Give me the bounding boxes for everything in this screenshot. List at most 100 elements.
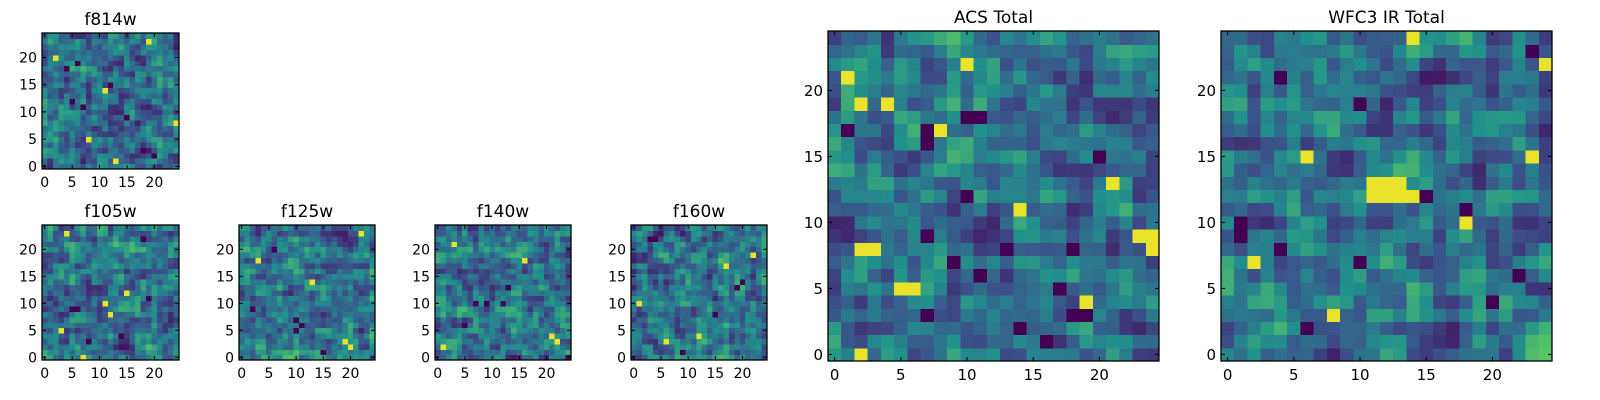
heatmap-cell [47, 316, 54, 323]
heatmap-cell [669, 295, 676, 302]
heatmap-cell [107, 262, 114, 269]
heatmap-cell [489, 306, 496, 312]
heatmap-cell [728, 246, 735, 253]
heatmap-cell [63, 246, 70, 253]
heatmap-cell [696, 300, 703, 307]
heatmap-cell [80, 114, 87, 121]
heatmap-cell [647, 354, 654, 361]
heatmap-cell [1132, 189, 1147, 204]
heatmap-cell [549, 354, 556, 361]
heatmap-cell [255, 338, 262, 345]
x-tick-label: 20 [145, 175, 163, 191]
heatmap-cell [42, 230, 49, 237]
heatmap-cell [500, 322, 507, 329]
heatmap-cell [69, 152, 76, 159]
heatmap-cell [244, 268, 251, 275]
heatmap-cell [920, 255, 935, 270]
heatmap-cell [728, 316, 735, 323]
heatmap-cell [641, 230, 648, 237]
heatmap-cell [91, 163, 98, 170]
heatmap-cell [828, 215, 842, 230]
heatmap-cell [239, 322, 246, 329]
heatmap-cell [696, 262, 703, 269]
heatmap-cell [669, 300, 676, 307]
heatmap-cell [315, 252, 322, 258]
heatmap-cell [1300, 149, 1315, 164]
heatmap-cell [124, 268, 131, 275]
heatmap-cell [91, 343, 98, 350]
heatmap-cell [162, 268, 169, 275]
heatmap-cell [358, 235, 365, 242]
heatmap-cell [641, 311, 648, 318]
heatmap-cell [641, 338, 648, 345]
heatmap-cell [701, 235, 708, 242]
heatmap-cell [1538, 268, 1553, 283]
heatmap-cell [986, 31, 1001, 45]
heatmap-cell [162, 76, 169, 83]
heatmap-cell [1379, 44, 1394, 58]
heatmap-cell [140, 246, 147, 253]
heatmap-cell [1446, 229, 1460, 243]
heatmap-cell [347, 273, 354, 280]
heatmap-cell [467, 289, 474, 296]
heatmap-cell [1525, 347, 1540, 362]
heatmap-cell [69, 279, 76, 285]
heatmap-cell [1366, 281, 1381, 296]
heatmap-cell [1538, 202, 1553, 217]
heatmap-cell [440, 349, 447, 356]
heatmap-cell [1234, 136, 1249, 151]
heatmap-cell [135, 141, 142, 148]
heatmap-cell [828, 308, 842, 322]
heatmap-cell [560, 268, 567, 275]
heatmap-cell [140, 163, 147, 170]
heatmap-cell [652, 349, 659, 356]
heatmap-cells [1221, 31, 1553, 362]
heatmap-cell [1313, 189, 1328, 204]
heatmap-cell [244, 241, 251, 248]
heatmap-cell [739, 311, 746, 318]
x-tick-label: 20 [1090, 366, 1109, 384]
heatmap-cell [1366, 176, 1381, 190]
heatmap-cell [309, 268, 316, 275]
heatmap-cell [522, 316, 529, 323]
heatmap-cell [1406, 334, 1421, 349]
heatmap-cell [894, 189, 909, 204]
heatmap-cell [960, 70, 975, 85]
heatmap-cell [1000, 149, 1014, 164]
heatmap-cell [129, 306, 136, 312]
heatmap-cell [239, 349, 246, 356]
heatmap-cell [854, 70, 869, 85]
heatmap-cell [440, 252, 447, 258]
heatmap-cell [907, 97, 922, 111]
heatmap-cell [565, 349, 572, 356]
heatmap-cell [1053, 268, 1067, 283]
heatmap-cell [750, 338, 757, 345]
heatmap-cell [933, 97, 948, 111]
heatmap-cell [440, 338, 447, 345]
heatmap-cell [173, 338, 180, 345]
heatmap-cell [456, 246, 463, 253]
heatmap-cell [880, 281, 895, 296]
heatmap-cell [42, 60, 49, 67]
heatmap-cell [685, 252, 692, 258]
heatmap-cell [102, 322, 109, 329]
heatmap-cell [527, 262, 534, 269]
heatmap-cell [696, 338, 703, 345]
heatmap-cell [102, 333, 109, 339]
x-tick-label: 5 [656, 366, 665, 382]
heatmap-cell [663, 252, 670, 258]
heatmap-cell [867, 229, 882, 243]
heatmap-cell [828, 229, 842, 243]
heatmap-cell [756, 349, 763, 356]
heatmap-cell [173, 262, 180, 269]
heatmap-cell [58, 349, 65, 356]
heatmap-cell [277, 311, 284, 318]
heatmap-cell [244, 300, 251, 307]
heatmap-cell [1485, 83, 1500, 98]
axes-frame [41, 224, 180, 361]
heatmap-cell [1000, 268, 1014, 283]
heatmap-cell [135, 54, 142, 61]
heatmap-cell [947, 163, 961, 177]
heatmap-cell [543, 262, 550, 269]
heatmap-cell [445, 295, 452, 302]
